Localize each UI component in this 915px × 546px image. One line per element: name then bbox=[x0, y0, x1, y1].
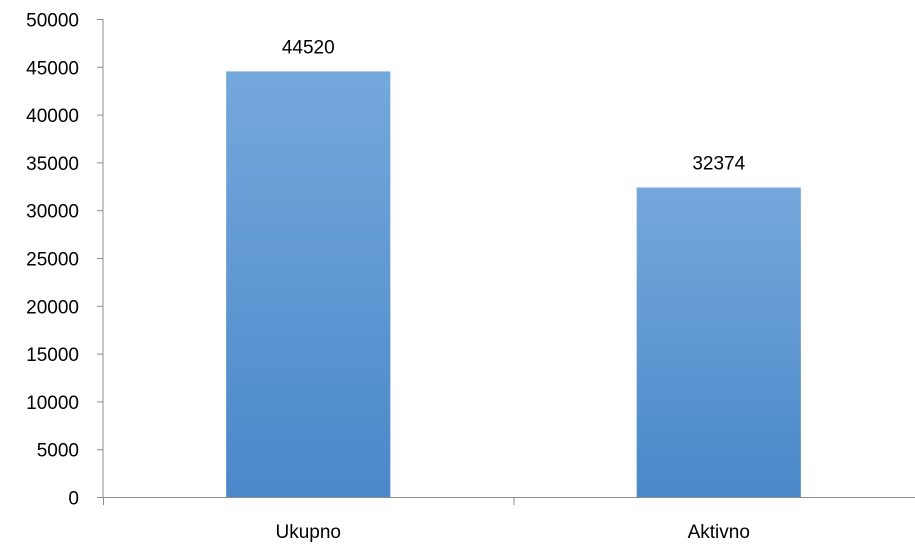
y-tick-label: 20000 bbox=[26, 297, 79, 318]
y-tick-label: 35000 bbox=[26, 154, 79, 175]
bars bbox=[226, 71, 801, 498]
y-tick-label: 25000 bbox=[26, 250, 79, 271]
y-tick-label: 45000 bbox=[26, 58, 79, 79]
y-tick-label: 15000 bbox=[26, 345, 79, 366]
data-labels: 44520 32374 bbox=[282, 37, 746, 174]
x-category-label: Ukupno bbox=[276, 522, 342, 543]
y-tick-label: 10000 bbox=[26, 393, 79, 414]
data-label: 44520 bbox=[282, 37, 335, 58]
x-axis: Ukupno Aktivno bbox=[103, 497, 915, 543]
y-tick-label: 5000 bbox=[37, 441, 79, 462]
x-category-label: Aktivno bbox=[688, 522, 750, 543]
data-label: 32374 bbox=[692, 154, 745, 175]
y-tick-label: 50000 bbox=[26, 11, 79, 32]
bar-aktivno bbox=[636, 187, 801, 497]
bar-ukupno bbox=[226, 71, 391, 498]
y-axis: 0 5000 10000 15000 20000 25000 30000 35000 40000… bbox=[26, 11, 104, 510]
y-tick-label: 30000 bbox=[26, 202, 79, 223]
y-tick-label: 40000 bbox=[26, 106, 79, 127]
y-tick-label: 0 bbox=[68, 489, 79, 510]
